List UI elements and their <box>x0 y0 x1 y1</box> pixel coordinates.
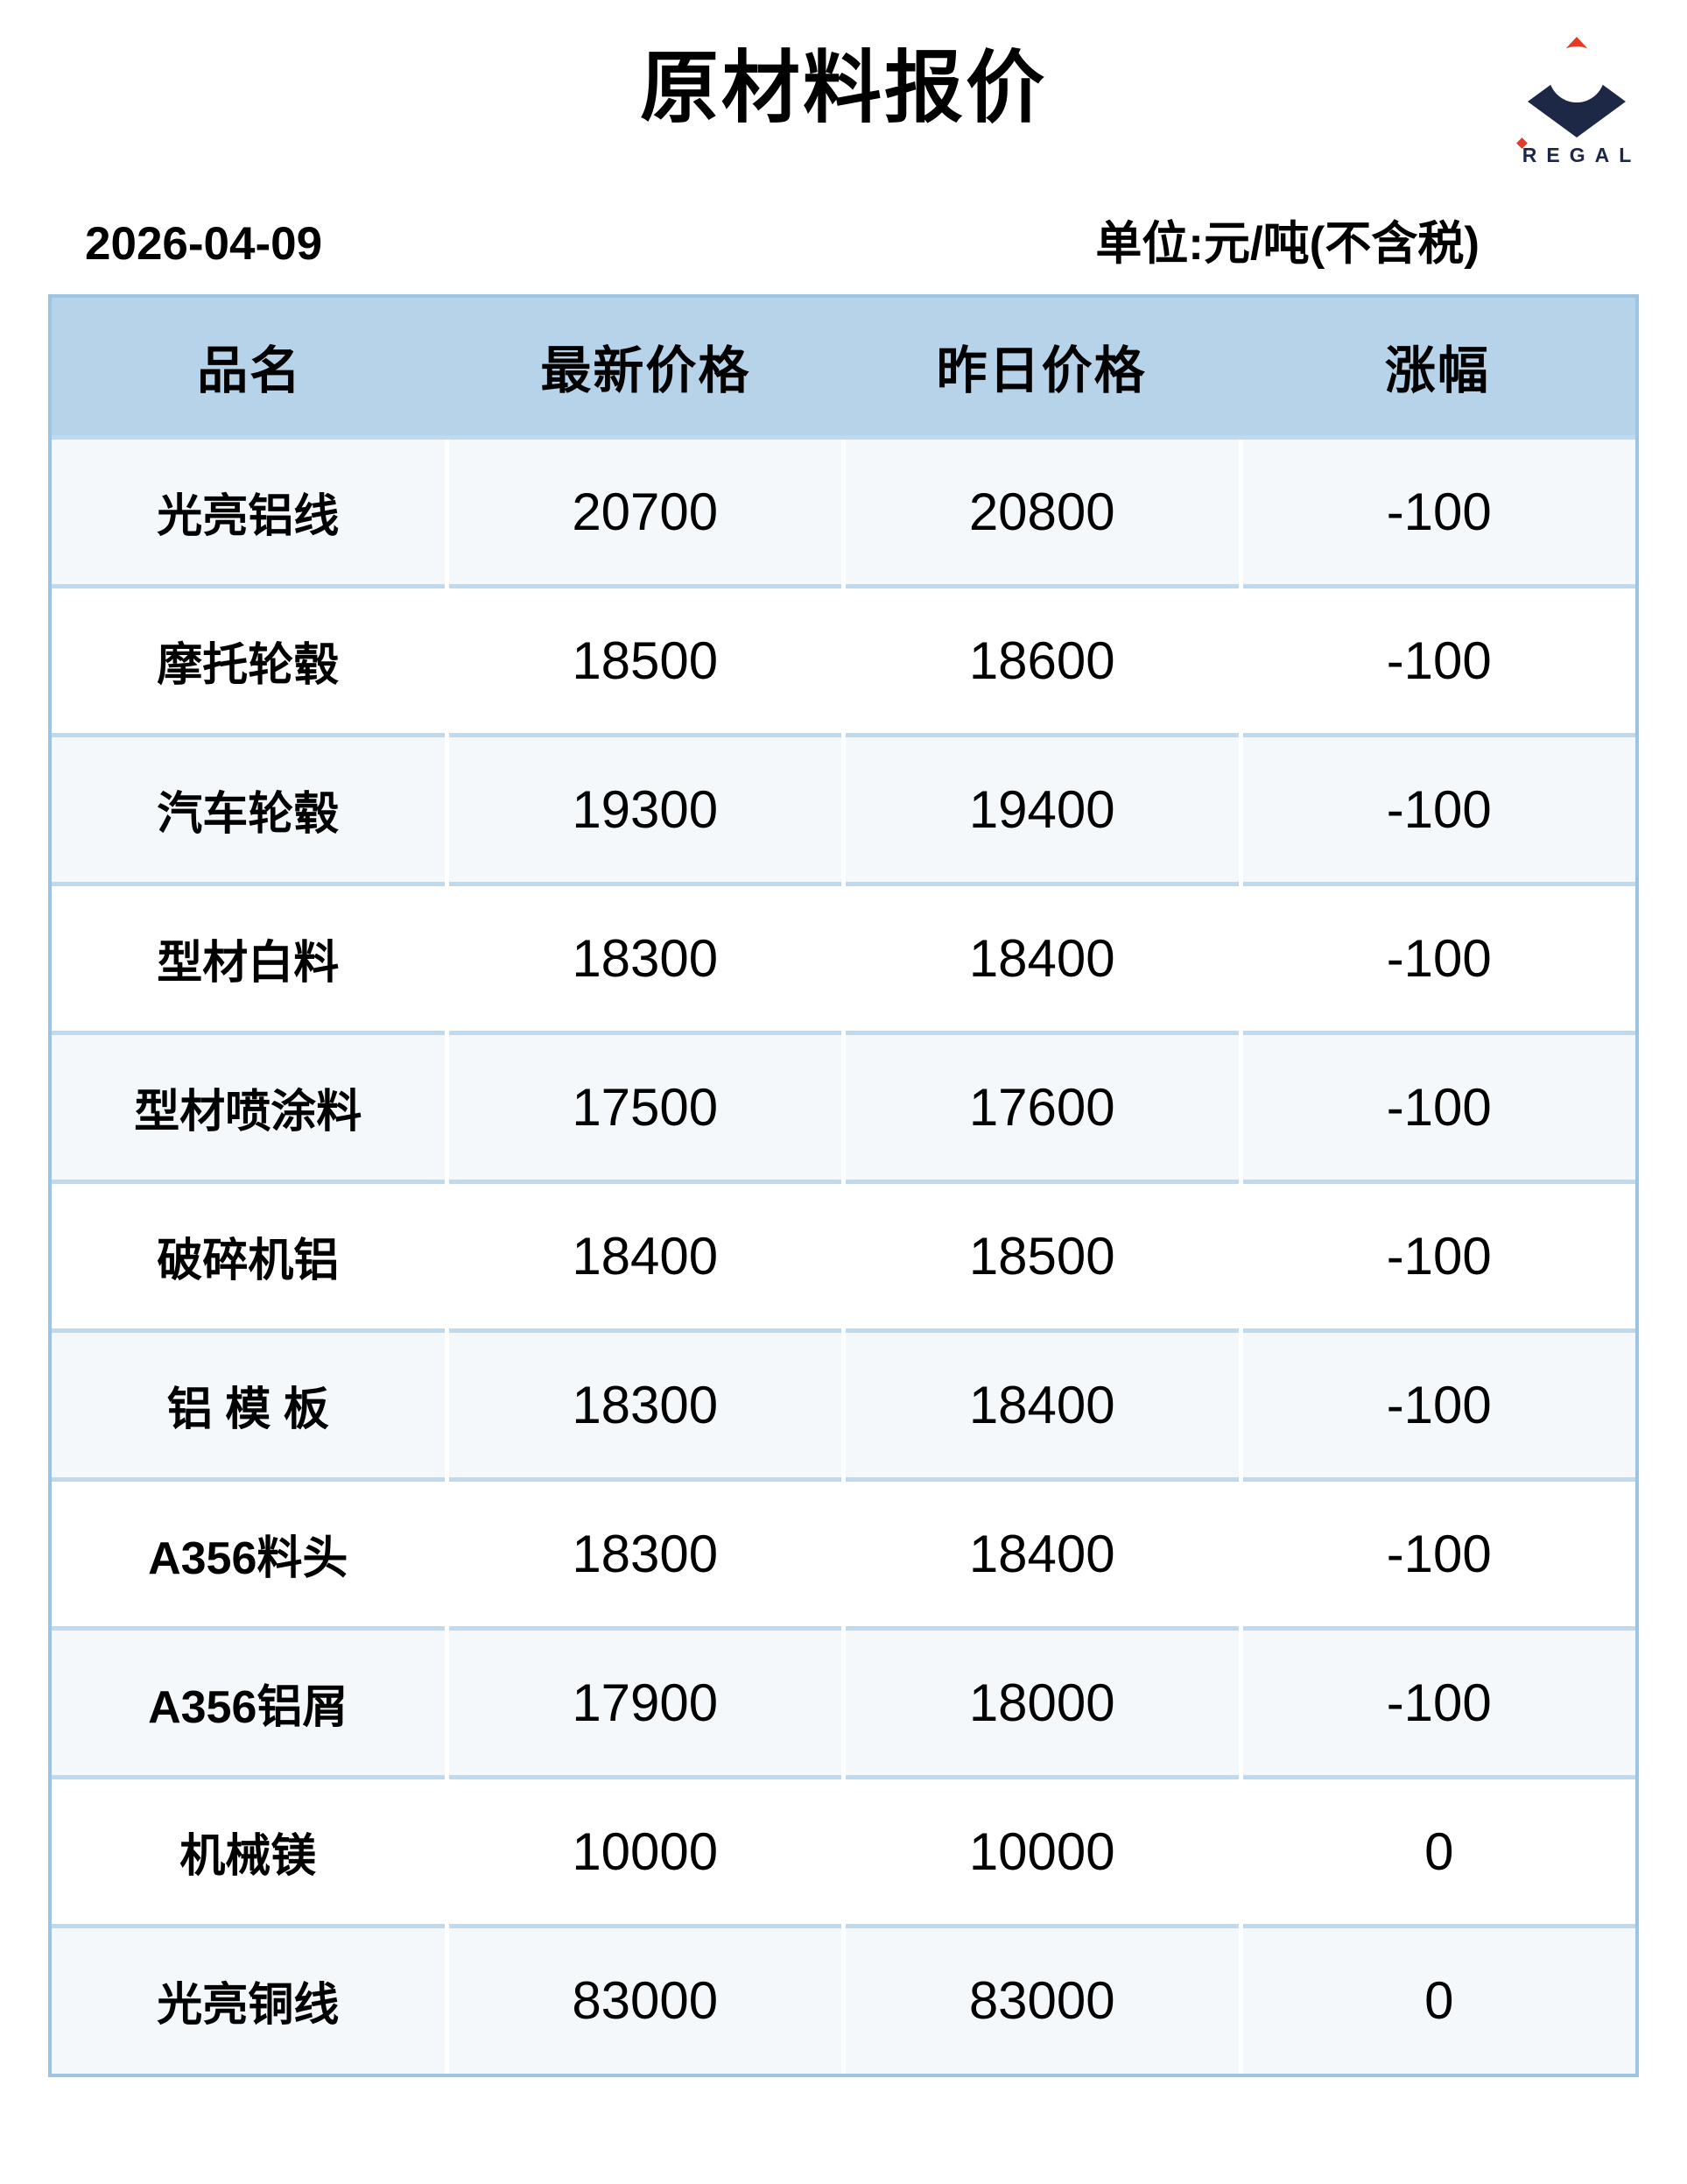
table-row: 光亮铝线 20700 20800 -100 <box>52 439 1635 588</box>
table-body: 光亮铝线 20700 20800 -100 摩托轮毂 18500 18600 -100 汽车轮毂… <box>52 439 1635 2074</box>
table-row: 型材白料 18300 18400 -100 <box>52 885 1635 1035</box>
latest-price-cell: 18300 <box>448 1481 841 1631</box>
product-name-cell: 型材白料 <box>52 885 445 1035</box>
latest-price-cell: 19300 <box>448 736 841 886</box>
unit-label: 单位:元/吨(不含税) <box>1095 217 1480 270</box>
yesterday-price-cell: 83000 <box>846 1927 1239 2074</box>
brand-logo: REGAL <box>1508 30 1645 167</box>
logo-crescent-cutout <box>1549 46 1605 102</box>
col-header-latest: 最新价格 <box>540 342 751 400</box>
change-cell: -100 <box>1242 439 1635 588</box>
change-cell: -100 <box>1242 1183 1635 1333</box>
product-name-cell: 汽车轮毂 <box>52 736 445 886</box>
table-row: 铝 模 板 18300 18400 -100 <box>52 1332 1635 1482</box>
product-name-cell: 光亮铝线 <box>52 439 445 588</box>
yesterday-price-cell: 20800 <box>846 439 1239 588</box>
yesterday-price-cell: 18000 <box>846 1630 1239 1779</box>
col-header-change: 涨幅 <box>1384 342 1490 400</box>
product-name-cell: 光亮铜线 <box>52 1927 445 2074</box>
latest-price-cell: 18300 <box>448 1332 841 1482</box>
table-row: A356铝屑 17900 18000 -100 <box>52 1630 1635 1779</box>
yesterday-price-cell: 18500 <box>846 1183 1239 1333</box>
yesterday-price-cell: 19400 <box>846 736 1239 886</box>
product-name-cell: 型材喷涂料 <box>52 1034 445 1184</box>
table-row: 汽车轮毂 19300 19400 -100 <box>52 736 1635 886</box>
table-header-row: 品名 最新价格 昨日价格 涨幅 <box>52 297 1635 440</box>
product-name-cell: 破碎机铝 <box>52 1183 445 1333</box>
yesterday-price-cell: 18400 <box>846 1332 1239 1482</box>
product-name-cell: 铝 模 板 <box>52 1332 445 1482</box>
yesterday-price-cell: 18600 <box>846 588 1239 737</box>
change-cell: -100 <box>1242 736 1635 886</box>
product-name-cell: A356料头 <box>52 1481 445 1631</box>
report-date: 2026-04-09 <box>85 217 323 270</box>
page-title: 原材料报价 <box>640 46 1047 132</box>
product-name-cell: 机械镁 <box>52 1779 445 1928</box>
change-cell: -100 <box>1242 1481 1635 1631</box>
product-name-cell: A356铝屑 <box>52 1630 445 1779</box>
change-cell: 0 <box>1242 1927 1635 2074</box>
table-row: 机械镁 10000 10000 0 <box>52 1779 1635 1928</box>
product-name-cell: 摩托轮毂 <box>52 588 445 737</box>
table-row: A356料头 18300 18400 -100 <box>52 1481 1635 1631</box>
yesterday-price-cell: 18400 <box>846 1481 1239 1631</box>
price-table: 品名 最新价格 昨日价格 涨幅 光亮铝线 20700 20800 -100 摩托轮毂 18… <box>48 293 1639 2077</box>
latest-price-cell: 17500 <box>448 1034 841 1184</box>
latest-price-cell: 20700 <box>448 439 841 588</box>
change-cell: -100 <box>1242 885 1635 1035</box>
latest-price-cell: 17900 <box>448 1630 841 1779</box>
latest-price-cell: 83000 <box>448 1927 841 2074</box>
change-cell: 0 <box>1242 1779 1635 1928</box>
yesterday-price-cell: 17600 <box>846 1034 1239 1184</box>
brand-name-text: REGAL <box>1522 144 1641 166</box>
latest-price-cell: 10000 <box>448 1779 841 1928</box>
table-row: 型材喷涂料 17500 17600 -100 <box>52 1034 1635 1184</box>
price-sheet: REGAL 原材料报价 2026-04-09 单位:元/吨(不含税) 品名 最新… <box>48 30 1645 2077</box>
regal-diamond-icon <box>1528 37 1626 137</box>
table-row: 破碎机铝 18400 18500 -100 <box>52 1183 1635 1333</box>
change-cell: -100 <box>1242 588 1635 737</box>
yesterday-price-cell: 10000 <box>846 1779 1239 1928</box>
latest-price-cell: 18300 <box>448 885 841 1035</box>
change-cell: -100 <box>1242 1034 1635 1184</box>
change-cell: -100 <box>1242 1332 1635 1482</box>
col-header-product: 品名 <box>197 342 303 400</box>
table-row: 摩托轮毂 18500 18600 -100 <box>52 588 1635 737</box>
col-header-yesterday: 昨日价格 <box>936 342 1147 400</box>
change-cell: -100 <box>1242 1630 1635 1779</box>
brand-name: REGAL <box>1515 137 1641 167</box>
yesterday-price-cell: 18400 <box>846 885 1239 1035</box>
latest-price-cell: 18500 <box>448 588 841 737</box>
meta-row: 2026-04-09 单位:元/吨(不含税) <box>85 217 1480 270</box>
table-row: 光亮铜线 83000 83000 0 <box>52 1927 1635 2074</box>
latest-price-cell: 18400 <box>448 1183 841 1333</box>
